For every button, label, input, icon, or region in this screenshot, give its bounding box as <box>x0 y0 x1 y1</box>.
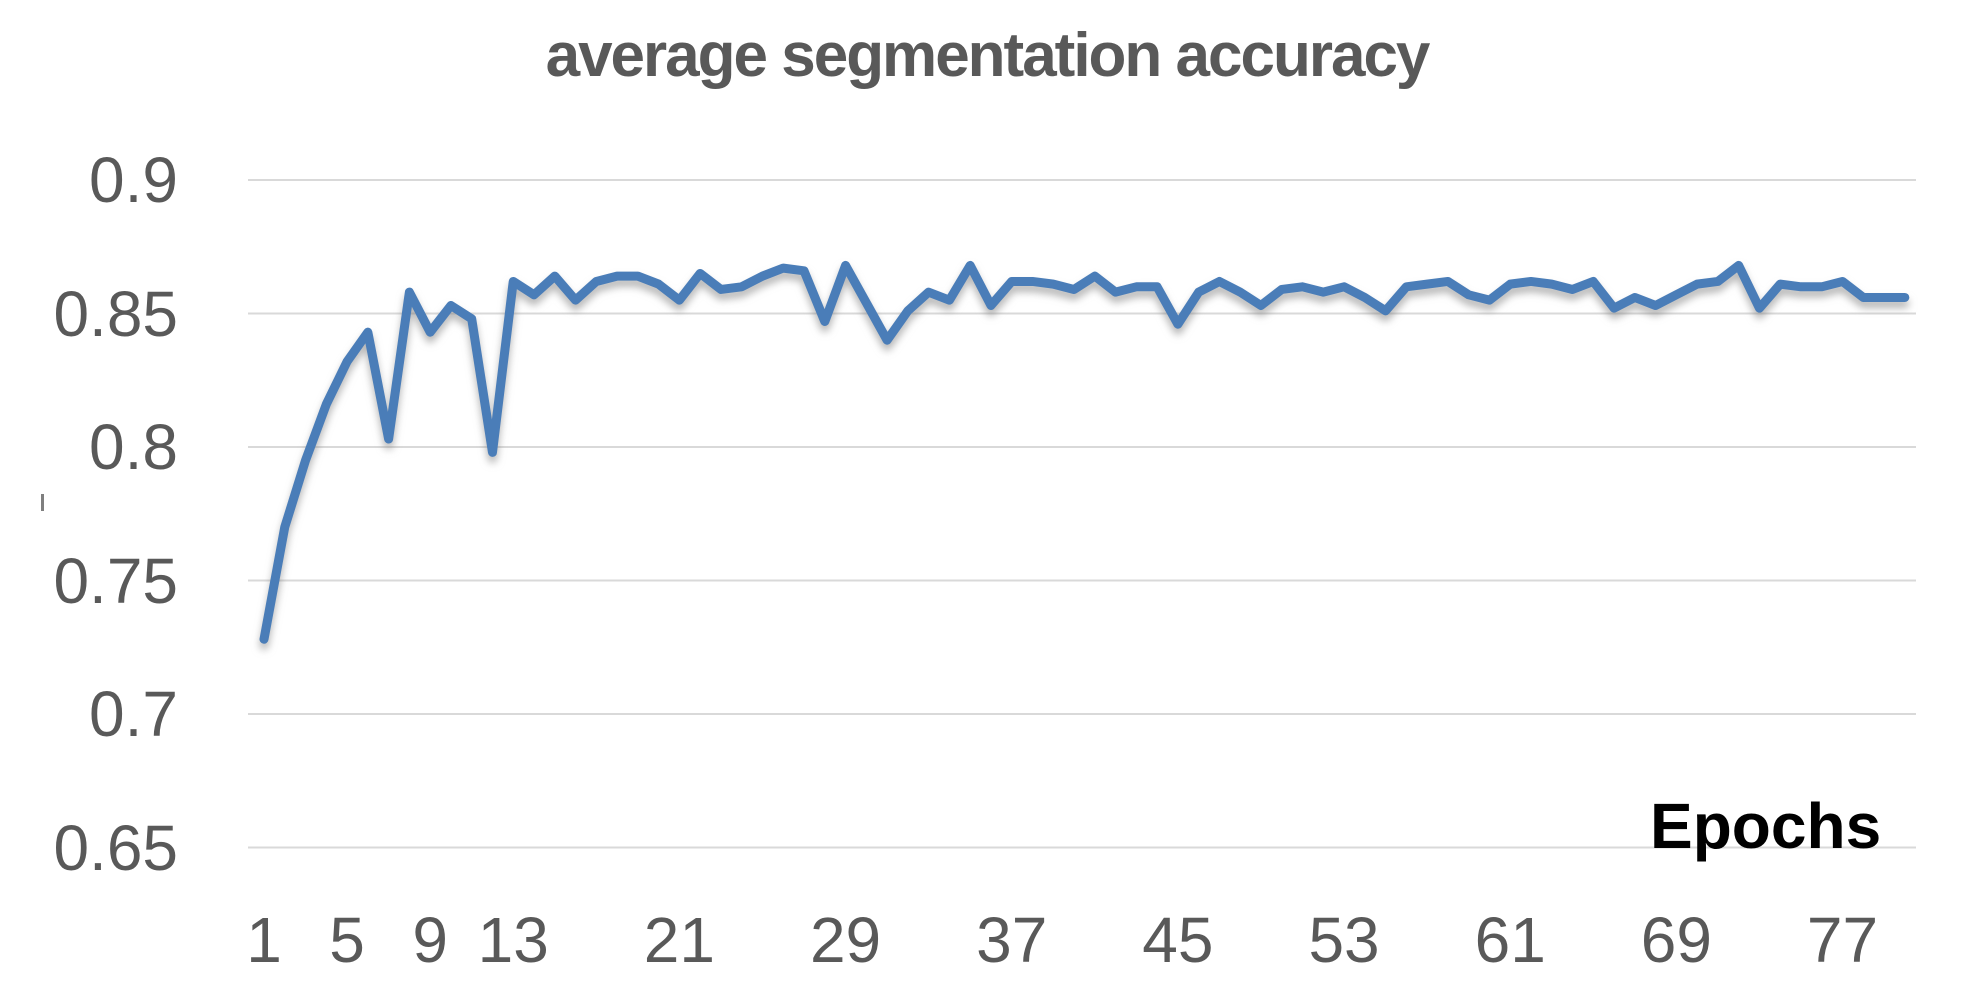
y-tick-label: 0.75 <box>53 544 178 617</box>
x-tick-label: 61 <box>1474 904 1546 976</box>
x-tick-label: 13 <box>477 904 549 976</box>
x-tick-label: 45 <box>1142 904 1214 976</box>
x-tick-label: 53 <box>1308 904 1380 976</box>
x-tick-label: 1 <box>246 904 282 976</box>
x-tick-label: 37 <box>976 904 1048 976</box>
series-line <box>259 260 1910 644</box>
x-tick-label: 69 <box>1640 904 1712 976</box>
gridlines <box>248 179 1916 849</box>
x-axis-label: Epochs <box>1650 790 1882 862</box>
y-tick-label: 0.7 <box>89 678 178 750</box>
x-tick-label: 9 <box>412 904 448 976</box>
y-tick-label: 0.9 <box>89 144 178 216</box>
x-tick-label: 29 <box>809 904 882 976</box>
x-tick-label: 21 <box>643 904 715 976</box>
x-tick-label: 77 <box>1806 904 1879 976</box>
left-edge-tick-mark <box>41 494 44 511</box>
y-tick-label: 0.85 <box>53 277 178 350</box>
y-tick-label: 0.8 <box>89 411 178 483</box>
x-tick-label: 5 <box>329 904 365 976</box>
chart-title: average segmentation accuracy <box>545 21 1431 90</box>
y-tick-label: 0.65 <box>53 811 178 884</box>
